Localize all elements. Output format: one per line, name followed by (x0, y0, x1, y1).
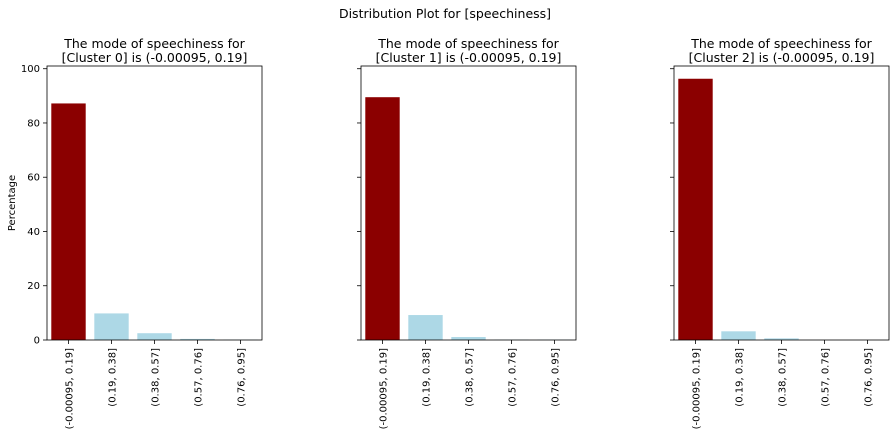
y-axis-label: Percentage (7, 175, 18, 231)
x-tick-label: (-0.00095, 0.19] (692, 348, 703, 429)
subplot-cluster-2: The mode of speechiness for[Cluster 2] i… (670, 36, 890, 429)
bar (180, 338, 215, 340)
bar (451, 337, 486, 340)
subplot-title-line: The mode of speechiness for (63, 36, 245, 51)
subplot-title-line: [Cluster 0] is (-0.00095, 0.19] (62, 50, 248, 65)
y-tick-label: 80 (27, 118, 40, 129)
x-tick-label: (0.38, 0.57] (778, 348, 789, 407)
figure-suptitle: Distribution Plot for [speechiness] (339, 6, 551, 21)
subplot-title-line: The mode of speechiness for (377, 36, 559, 51)
bar (678, 78, 713, 341)
y-tick-label: 20 (27, 281, 40, 292)
x-tick-label: (0.19, 0.38] (422, 348, 433, 407)
bar (137, 333, 172, 340)
subplot-cluster-1: The mode of speechiness for[Cluster 1] i… (357, 36, 577, 429)
subplot-title-line: [Cluster 2] is (-0.00095, 0.19] (689, 50, 875, 65)
x-tick-label: (0.76, 0.95] (551, 348, 562, 407)
subplot-cluster-0: The mode of speechiness for[Cluster 0] i… (7, 36, 263, 429)
x-tick-label: (0.57, 0.76] (508, 348, 519, 407)
y-tick-label: 60 (27, 173, 40, 184)
x-tick-label: (0.57, 0.76] (821, 348, 832, 407)
y-tick-label: 0 (34, 336, 40, 347)
x-tick-label: (0.76, 0.95] (237, 348, 248, 407)
x-tick-label: (0.19, 0.38] (735, 348, 746, 407)
subplot-panels: The mode of speechiness for[Cluster 0] i… (7, 36, 890, 429)
x-tick-label: (-0.00095, 0.19] (65, 348, 76, 429)
bar (365, 97, 400, 340)
x-tick-label: (0.38, 0.57] (151, 348, 162, 407)
x-tick-label: (0.76, 0.95] (864, 348, 875, 407)
y-tick-label: 40 (27, 227, 40, 238)
bar (408, 315, 443, 340)
subplot-title-line: [Cluster 1] is (-0.00095, 0.19] (376, 50, 562, 65)
bar (94, 313, 129, 340)
x-tick-label: (-0.00095, 0.19] (379, 348, 390, 429)
bar (764, 338, 799, 340)
x-tick-label: (0.38, 0.57] (465, 348, 476, 407)
x-tick-label: (0.19, 0.38] (108, 348, 119, 407)
subplot-title-line: The mode of speechiness for (690, 36, 872, 51)
y-tick-label: 100 (21, 64, 40, 75)
bar (721, 331, 756, 340)
bar (51, 103, 86, 340)
x-tick-label: (0.57, 0.76] (194, 348, 205, 407)
